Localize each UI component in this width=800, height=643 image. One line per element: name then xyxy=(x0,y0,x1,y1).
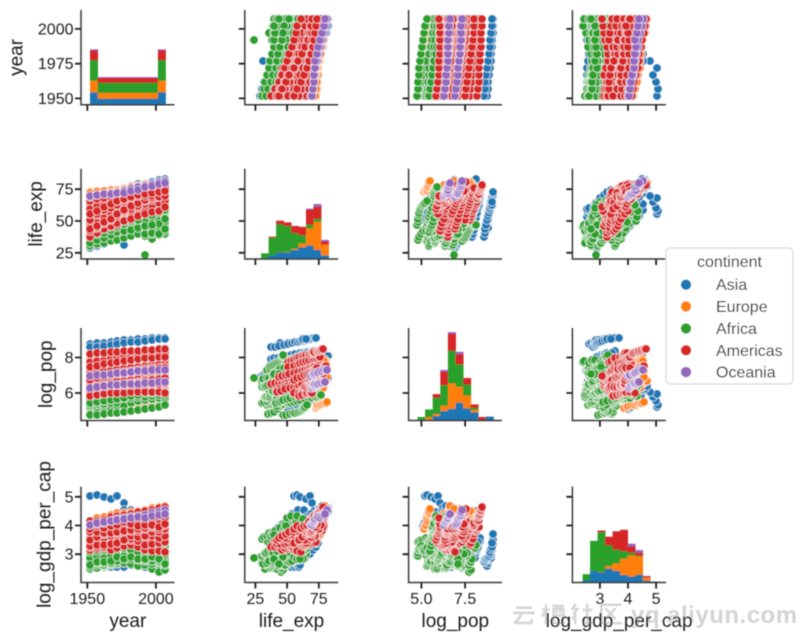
svg-text:life_exp: life_exp xyxy=(26,181,47,247)
svg-text:life_exp: life_exp xyxy=(259,611,325,632)
svg-text:25: 25 xyxy=(56,245,74,262)
svg-text:5.0: 5.0 xyxy=(410,591,432,608)
svg-text:50: 50 xyxy=(278,591,296,608)
svg-text:Africa: Africa xyxy=(716,321,757,338)
svg-text:7.5: 7.5 xyxy=(454,591,476,608)
svg-text:4: 4 xyxy=(65,518,74,535)
svg-text:8: 8 xyxy=(65,350,74,367)
svg-text:log_pop: log_pop xyxy=(36,340,57,408)
svg-text:Europe: Europe xyxy=(716,299,768,316)
svg-text:5: 5 xyxy=(652,591,661,608)
svg-text:yq.aliyun.com: yq.aliyun.com xyxy=(631,602,798,629)
svg-text:Americas: Americas xyxy=(716,343,783,360)
svg-text:75: 75 xyxy=(56,182,74,199)
svg-text:continent: continent xyxy=(697,254,762,271)
svg-text:1950: 1950 xyxy=(70,591,106,608)
svg-text:Oceania: Oceania xyxy=(716,365,776,382)
svg-text:1950: 1950 xyxy=(38,91,74,108)
svg-text:Asia: Asia xyxy=(716,277,747,294)
svg-text:year: year xyxy=(7,38,28,76)
svg-text:4: 4 xyxy=(624,591,633,608)
svg-text:log_gdp_per_cap: log_gdp_per_cap xyxy=(35,461,56,608)
svg-text:2000: 2000 xyxy=(138,591,174,608)
svg-text:25: 25 xyxy=(247,591,265,608)
svg-text:2000: 2000 xyxy=(38,21,74,38)
svg-text:75: 75 xyxy=(310,591,328,608)
svg-text:1975: 1975 xyxy=(38,56,74,73)
svg-text:year: year xyxy=(109,611,147,632)
svg-text:3: 3 xyxy=(595,591,604,608)
svg-text:3: 3 xyxy=(65,547,74,564)
svg-text:log_gdp_per_cap: log_gdp_per_cap xyxy=(546,611,693,632)
svg-text:6: 6 xyxy=(65,386,74,403)
svg-text:50: 50 xyxy=(56,214,74,231)
svg-text:5: 5 xyxy=(65,489,74,506)
svg-text:log_pop: log_pop xyxy=(421,611,489,632)
